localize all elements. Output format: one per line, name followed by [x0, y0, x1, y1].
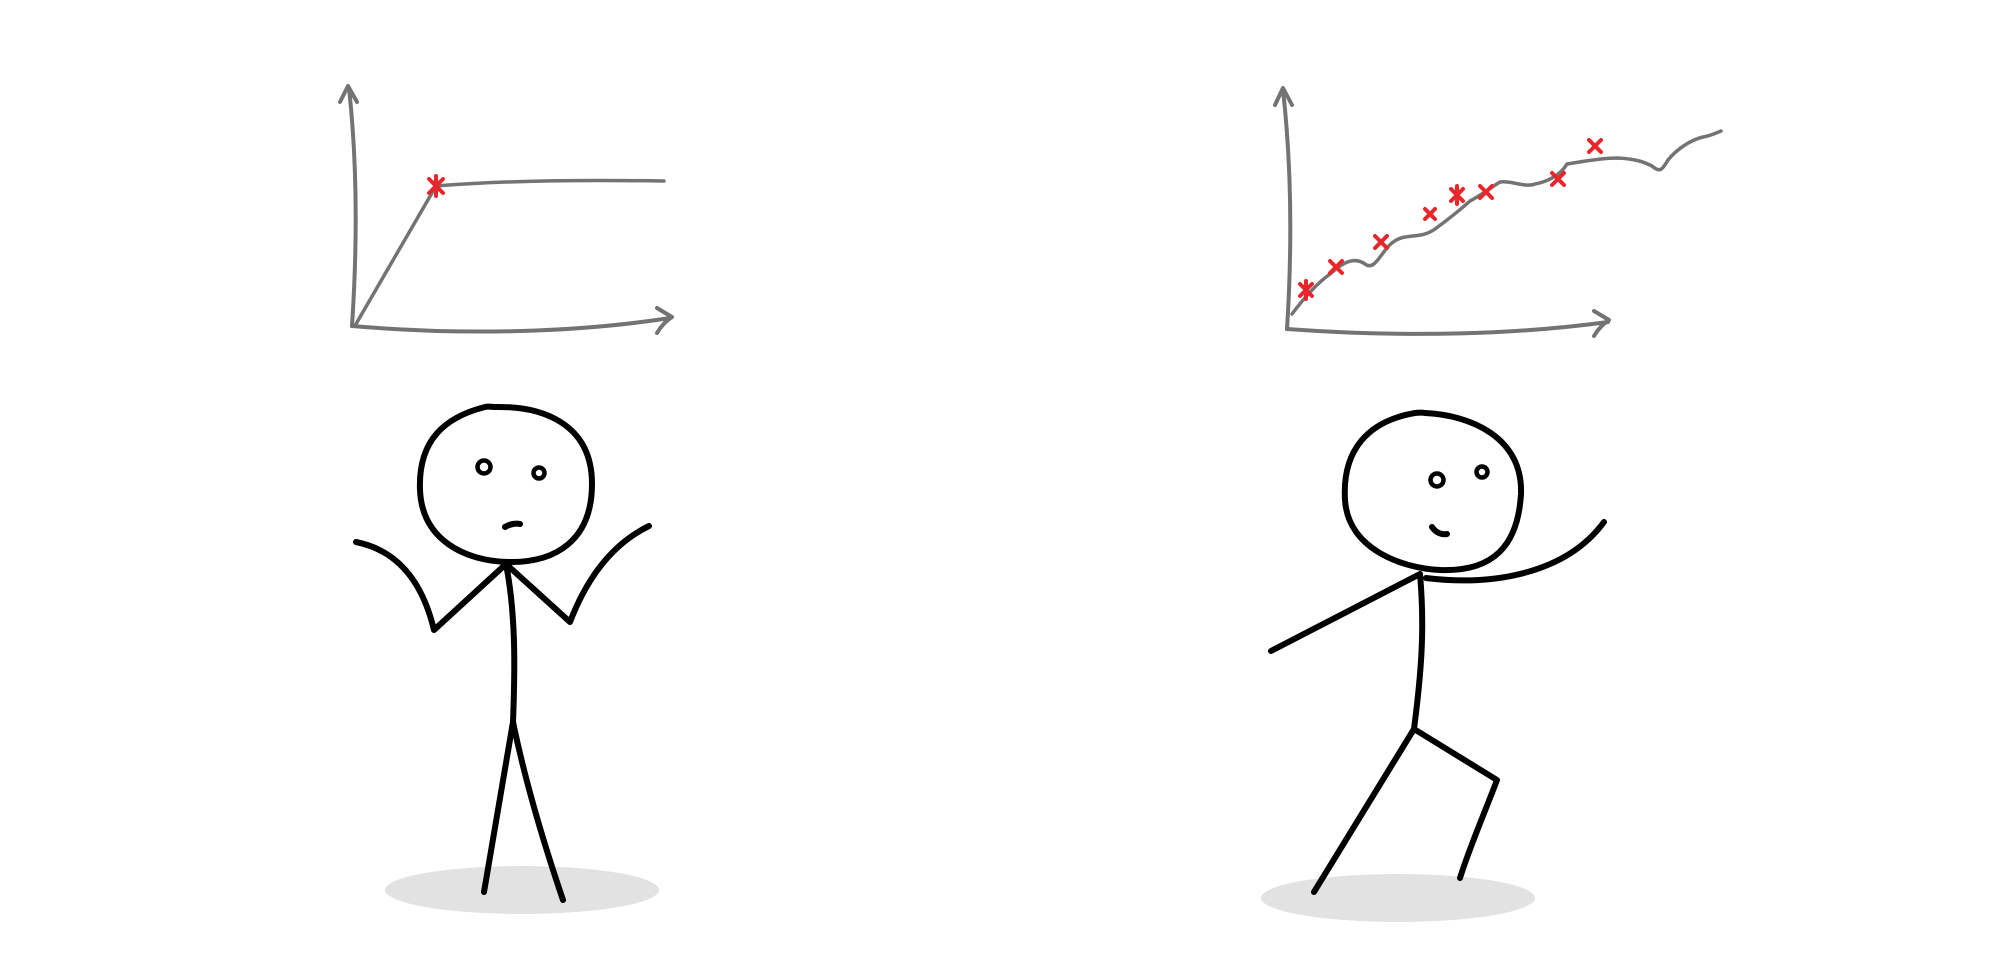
- right-graph-marker: [1449, 184, 1465, 206]
- right-graph-marker: [1587, 138, 1603, 154]
- right-graph-marker: [1423, 207, 1437, 221]
- left-figure-right-arm: [503, 523, 652, 625]
- left-figure-torso: [503, 561, 518, 725]
- right-graph-x-axis: [1285, 320, 1610, 336]
- left-figure-shadow: [385, 866, 659, 914]
- left-figure-right-eye: [531, 465, 547, 481]
- right-graph-curve: [1290, 129, 1723, 316]
- right-figure-left-arm: [1268, 571, 1423, 654]
- left-panel: [338, 84, 674, 914]
- left-graph-curve: [354, 178, 666, 326]
- right-figure-back-leg: [1311, 726, 1417, 895]
- left-graph-marker: [427, 174, 445, 198]
- right-figure-left-eye: [1428, 471, 1446, 489]
- left-figure-mouth: [502, 520, 523, 530]
- right-figure-torso: [1411, 571, 1426, 732]
- left-figure-left-eye: [475, 458, 493, 476]
- left-graph-x-arrowhead: [655, 306, 674, 335]
- right-graph-marker: [1328, 259, 1344, 275]
- right-figure-mouth: [1429, 524, 1450, 538]
- right-panel: [1261, 86, 1723, 922]
- right-graph-marker: [1373, 234, 1389, 250]
- left-figure-right-leg: [510, 719, 566, 903]
- right-graph-y-arrowhead: [1273, 86, 1294, 107]
- right-stick-figure: [1261, 409, 1607, 922]
- right-graph-marker: [1550, 171, 1566, 187]
- right-graph-marker: [1298, 279, 1314, 301]
- left-graph-x-axis: [350, 316, 672, 334]
- right-figure-front-leg: [1411, 726, 1500, 881]
- right-figure-right-arm: [1423, 519, 1607, 584]
- right-graph-x-arrowhead: [1592, 309, 1611, 338]
- right-figure-head: [1341, 409, 1525, 574]
- left-graph-y-arrowhead: [338, 84, 359, 104]
- left-graph-y-axis: [347, 86, 358, 328]
- left-graph: [338, 84, 674, 335]
- right-graph: [1273, 86, 1723, 338]
- right-graph-y-axis: [1281, 88, 1293, 331]
- left-figure-left-leg: [481, 719, 516, 895]
- left-figure-head: [416, 403, 595, 566]
- right-figure-shadow: [1261, 874, 1535, 922]
- left-stick-figure: [353, 403, 659, 914]
- left-figure-left-arm: [353, 539, 509, 633]
- right-graph-markers: [1298, 138, 1603, 301]
- right-graph-marker: [1478, 184, 1494, 200]
- right-figure-right-eye: [1474, 464, 1490, 480]
